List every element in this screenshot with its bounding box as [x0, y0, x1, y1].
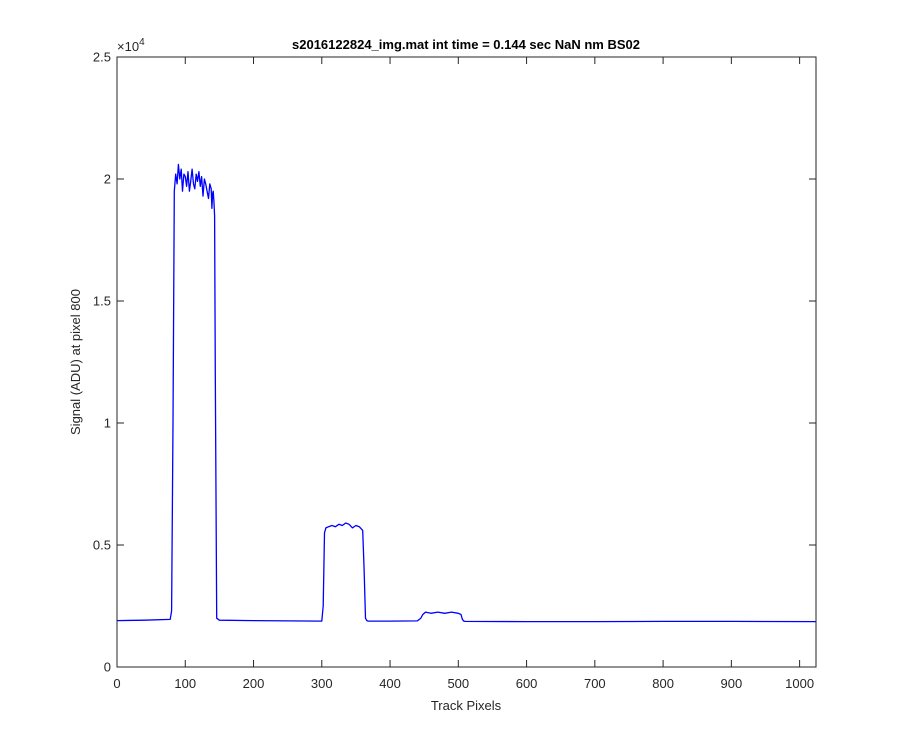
y-tick-label: 1	[104, 416, 111, 431]
y-tick-label: 1.5	[93, 294, 111, 309]
x-tick-label: 500	[447, 676, 469, 691]
axes-box	[116, 56, 817, 668]
x-tick-label: 300	[311, 676, 333, 691]
exponent-base: ×10	[117, 39, 139, 54]
x-tick-label: 700	[584, 676, 606, 691]
y-tick-label: 2.5	[93, 50, 111, 65]
exponent-power: 4	[139, 37, 145, 48]
x-tick-label: 900	[721, 676, 743, 691]
x-tick-label: 400	[379, 676, 401, 691]
x-tick-label: 800	[652, 676, 674, 691]
chart-title: s2016122824_img.mat int time = 0.144 sec…	[292, 37, 640, 52]
y-tick-label: 0	[104, 660, 111, 675]
plot-area: 0 100 200 300 400 500 600 700 800 900 1000 0 0.5 1 1.5…	[93, 50, 817, 691]
y-axis-label: Signal (ADU) at pixel 800	[68, 289, 83, 435]
x-tick-label: 0	[113, 676, 120, 691]
x-tick-label: 1000	[785, 676, 814, 691]
x-axis-label: Track Pixels	[431, 698, 502, 713]
x-tick-label: 600	[516, 676, 538, 691]
x-tick-label: 100	[174, 676, 196, 691]
x-tick-label: 200	[243, 676, 265, 691]
exponent-label: ×104	[117, 37, 145, 54]
series-line-0	[116, 163, 817, 623]
y-tick-label: 2	[104, 172, 111, 187]
y-tick-label: 0.5	[93, 538, 111, 553]
